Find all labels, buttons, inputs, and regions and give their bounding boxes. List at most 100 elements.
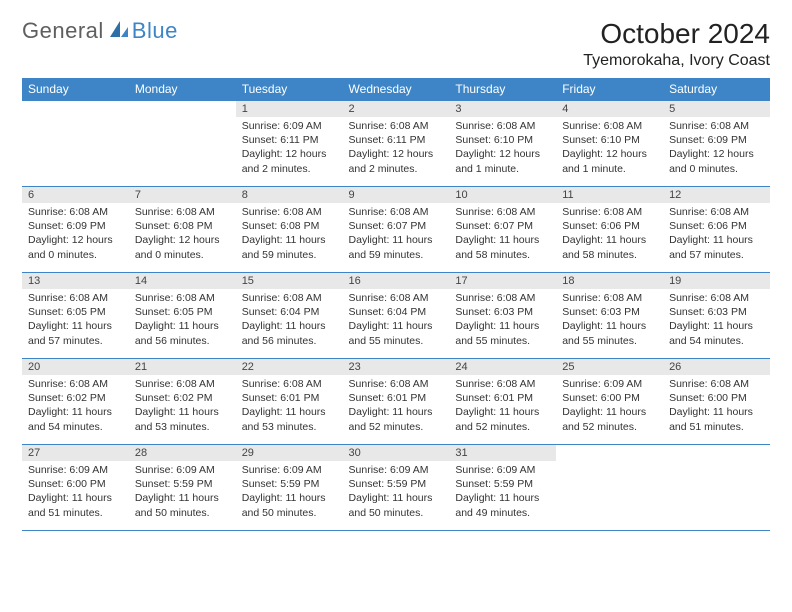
day-number [556,445,663,461]
day-details: Sunrise: 6:08 AMSunset: 6:08 PMDaylight:… [236,203,343,266]
sunset-text: Sunset: 5:59 PM [349,477,444,491]
day-details: Sunrise: 6:08 AMSunset: 6:06 PMDaylight:… [663,203,770,266]
calendar-body: 1Sunrise: 6:09 AMSunset: 6:11 PMDaylight… [22,101,770,531]
sail-icon [108,19,130,44]
day-number: 9 [343,187,450,203]
day-number: 18 [556,273,663,289]
calendar-day-cell: 25Sunrise: 6:09 AMSunset: 6:00 PMDayligh… [556,359,663,445]
day-number: 5 [663,101,770,117]
sunset-text: Sunset: 6:07 PM [455,219,550,233]
sunset-text: Sunset: 6:08 PM [242,219,337,233]
day-details: Sunrise: 6:08 AMSunset: 6:07 PMDaylight:… [343,203,450,266]
daylight-text: Daylight: 11 hours and 50 minutes. [135,491,230,519]
calendar-day-cell: 5Sunrise: 6:08 AMSunset: 6:09 PMDaylight… [663,101,770,187]
day-details: Sunrise: 6:09 AMSunset: 6:11 PMDaylight:… [236,117,343,180]
sunset-text: Sunset: 5:59 PM [455,477,550,491]
day-details [556,461,663,467]
calendar-page: General Blue October 2024 Tyemorokaha, I… [0,0,792,612]
sunset-text: Sunset: 6:08 PM [135,219,230,233]
day-number: 14 [129,273,236,289]
sunrise-text: Sunrise: 6:08 AM [669,377,764,391]
sunset-text: Sunset: 6:03 PM [562,305,657,319]
col-monday: Monday [129,78,236,101]
sunrise-text: Sunrise: 6:08 AM [562,291,657,305]
day-number: 27 [22,445,129,461]
calendar-day-cell: 27Sunrise: 6:09 AMSunset: 6:00 PMDayligh… [22,445,129,531]
daylight-text: Daylight: 12 hours and 1 minute. [562,147,657,175]
day-number: 15 [236,273,343,289]
brand-text-general: General [22,18,104,44]
calendar-day-cell: 20Sunrise: 6:08 AMSunset: 6:02 PMDayligh… [22,359,129,445]
calendar-day-cell: 9Sunrise: 6:08 AMSunset: 6:07 PMDaylight… [343,187,450,273]
calendar-day-cell: 10Sunrise: 6:08 AMSunset: 6:07 PMDayligh… [449,187,556,273]
calendar-day-cell: 12Sunrise: 6:08 AMSunset: 6:06 PMDayligh… [663,187,770,273]
daylight-text: Daylight: 11 hours and 59 minutes. [349,233,444,261]
calendar-week-row: 13Sunrise: 6:08 AMSunset: 6:05 PMDayligh… [22,273,770,359]
col-sunday: Sunday [22,78,129,101]
title-block: October 2024 Tyemorokaha, Ivory Coast [583,18,770,70]
calendar-day-cell [129,101,236,187]
sunset-text: Sunset: 6:03 PM [455,305,550,319]
day-number: 31 [449,445,556,461]
day-number [129,101,236,117]
sunrise-text: Sunrise: 6:08 AM [349,291,444,305]
calendar-day-cell: 18 Sunrise: 6:08 AMSunset: 6:03 PMDayligh… [556,273,663,359]
day-number [22,101,129,117]
calendar-day-cell: 22Sunrise: 6:08 AMSunset: 6:01 PMDayligh… [236,359,343,445]
daylight-text: Daylight: 11 hours and 51 minutes. [28,491,123,519]
daylight-text: Daylight: 11 hours and 58 minutes. [455,233,550,261]
day-details: Sunrise: 6:08 AMSunset: 6:11 PMDaylight:… [343,117,450,180]
day-details: Sunrise: 6:08 AMSunset: 6:03 PMDaylight:… [663,289,770,352]
sunset-text: Sunset: 6:10 PM [562,133,657,147]
sunrise-text: Sunrise: 6:08 AM [669,291,764,305]
calendar-day-cell [663,445,770,531]
calendar-day-cell: 13Sunrise: 6:08 AMSunset: 6:05 PMDayligh… [22,273,129,359]
calendar-day-cell: 31Sunrise: 6:09 AMSunset: 5:59 PMDayligh… [449,445,556,531]
sunset-text: Sunset: 6:00 PM [669,391,764,405]
calendar-day-cell: 24Sunrise: 6:08 AMSunset: 6:01 PMDayligh… [449,359,556,445]
sunset-text: Sunset: 6:11 PM [242,133,337,147]
sunrise-text: Sunrise: 6:08 AM [242,291,337,305]
col-wednesday: Wednesday [343,78,450,101]
month-title: October 2024 [583,18,770,50]
sunset-text: Sunset: 6:04 PM [242,305,337,319]
day-number: 11 [556,187,663,203]
calendar-day-cell: 7Sunrise: 6:08 AMSunset: 6:08 PMDaylight… [129,187,236,273]
calendar-day-cell: 17Sunrise: 6:08 AMSunset: 6:03 PMDayligh… [449,273,556,359]
sunrise-text: Sunrise: 6:08 AM [455,119,550,133]
page-header: General Blue October 2024 Tyemorokaha, I… [22,18,770,70]
sunrise-text: Sunrise: 6:08 AM [349,119,444,133]
sunrise-text: Sunrise: 6:09 AM [135,463,230,477]
calendar-week-row: 1Sunrise: 6:09 AMSunset: 6:11 PMDaylight… [22,101,770,187]
calendar-day-cell: 6Sunrise: 6:08 AMSunset: 6:09 PMDaylight… [22,187,129,273]
day-number: 29 [236,445,343,461]
calendar-day-cell [22,101,129,187]
col-thursday: Thursday [449,78,556,101]
sunrise-text: Sunrise: 6:08 AM [28,291,123,305]
day-details: Sunrise: 6:08 AMSunset: 6:06 PMDaylight:… [556,203,663,266]
day-details [663,461,770,467]
calendar-table: Sunday Monday Tuesday Wednesday Thursday… [22,78,770,531]
daylight-text: Daylight: 11 hours and 52 minutes. [455,405,550,433]
day-number: 24 [449,359,556,375]
day-details: Sunrise: 6:09 AMSunset: 5:59 PMDaylight:… [129,461,236,524]
day-details: Sunrise: 6:08 AMSunset: 6:08 PMDaylight:… [129,203,236,266]
day-number: 17 [449,273,556,289]
sunset-text: Sunset: 6:03 PM [669,305,764,319]
sunrise-text: Sunrise: 6:09 AM [455,463,550,477]
sunrise-text: Sunrise: 6:08 AM [455,205,550,219]
sunrise-text: Sunrise: 6:08 AM [28,377,123,391]
daylight-text: Daylight: 11 hours and 54 minutes. [669,319,764,347]
sunrise-text: Sunrise: 6:09 AM [562,377,657,391]
day-number: 23 [343,359,450,375]
sunset-text: Sunset: 6:06 PM [669,219,764,233]
calendar-head: Sunday Monday Tuesday Wednesday Thursday… [22,78,770,101]
day-number: 3 [449,101,556,117]
day-details: Sunrise: 6:09 AMSunset: 6:00 PMDaylight:… [556,375,663,438]
daylight-text: Daylight: 12 hours and 1 minute. [455,147,550,175]
day-details [129,117,236,123]
day-details: Sunrise: 6:08 AMSunset: 6:10 PMDaylight:… [556,117,663,180]
sunset-text: Sunset: 6:00 PM [562,391,657,405]
daylight-text: Daylight: 11 hours and 55 minutes. [562,319,657,347]
daylight-text: Daylight: 11 hours and 54 minutes. [28,405,123,433]
